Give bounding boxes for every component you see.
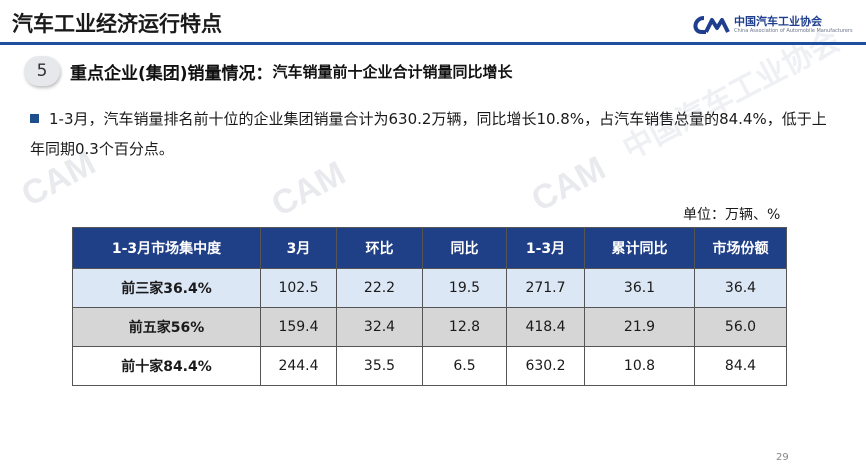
table-cell: 630.2 — [506, 346, 585, 386]
table-cell: 102.5 — [260, 268, 337, 308]
caam-logo: 中国汽车工业协会 China Association of Automobile… — [690, 14, 853, 36]
table-cell: 10.8 — [584, 346, 695, 386]
title-divider — [0, 42, 866, 45]
table-row: 前五家56% 159.4 32.4 12.8 418.4 21.9 56.0 — [72, 307, 787, 347]
header-march: 3月 — [260, 227, 337, 269]
table-header-row: 1-3月市场集中度 3月 环比 同比 1-3月 累计同比 市场份额 — [72, 227, 787, 269]
page-number: 29 — [776, 452, 789, 463]
table-row: 前十家84.4% 244.4 35.5 6.5 630.2 10.8 84.4 — [72, 346, 787, 386]
watermark-logo: CAM — [265, 154, 352, 225]
table-cell: 56.0 — [694, 307, 787, 347]
table-cell: 前三家36.4% — [72, 268, 261, 308]
section-subtitle: 汽车销量前十企业合计销量同比增长 — [272, 62, 513, 81]
bullet-square-icon — [30, 114, 39, 123]
page-title: 汽车工业经济运行特点 — [12, 12, 222, 36]
header-jan-mar: 1-3月 — [506, 227, 585, 269]
bullet-text: 1-3月，汽车销量排名前十位的企业集团销量合计为630.2万辆，同比增长10.8… — [30, 110, 827, 158]
table-cell: 22.2 — [336, 268, 423, 308]
table-cell: 36.4 — [694, 268, 787, 308]
header-yoy: 同比 — [422, 227, 507, 269]
section-heading: 5 重点企业(集团)销量情况： 汽车销量前十企业合计销量同比增长 — [24, 56, 513, 86]
section-number-badge: 5 — [24, 56, 60, 86]
table-cell: 271.7 — [506, 268, 585, 308]
table-cell: 418.4 — [506, 307, 585, 347]
header-market-share: 市场份额 — [694, 227, 787, 269]
header-concentration: 1-3月市场集中度 — [72, 227, 261, 269]
unit-label: 单位：万辆、% — [683, 207, 781, 223]
market-concentration-table: 1-3月市场集中度 3月 环比 同比 1-3月 累计同比 市场份额 前三家36.… — [72, 227, 787, 386]
table-cell: 35.5 — [336, 346, 423, 386]
table-cell: 84.4 — [694, 346, 787, 386]
table-cell: 前五家56% — [72, 307, 261, 347]
table-cell: 前十家84.4% — [72, 346, 261, 386]
table-cell: 159.4 — [260, 307, 337, 347]
caam-logo-icon — [693, 16, 730, 34]
table-cell: 36.1 — [584, 268, 695, 308]
table-cell: 244.4 — [260, 346, 337, 386]
table-cell: 21.9 — [584, 307, 695, 347]
table-cell: 6.5 — [422, 346, 507, 386]
title-bar: 汽车工业经济运行特点 中国汽车工业协会 China Association of… — [0, 0, 866, 42]
section-title: 重点企业(集团)销量情况： — [70, 63, 273, 84]
table-cell: 12.8 — [422, 307, 507, 347]
table-cell: 19.5 — [422, 268, 507, 308]
table-row: 前三家36.4% 102.5 22.2 19.5 271.7 36.1 36.4 — [72, 268, 787, 308]
logo-name-cn: 中国汽车工业协会 — [734, 14, 822, 28]
table-cell: 32.4 — [336, 307, 423, 347]
header-mom: 环比 — [336, 227, 423, 269]
logo-text: 中国汽车工业协会 China Association of Automobile… — [734, 14, 853, 35]
logo-name-en: China Association of Automobile Manufact… — [734, 27, 853, 34]
bullet-paragraph: 1-3月，汽车销量排名前十位的企业集团销量合计为630.2万辆，同比增长10.8… — [30, 104, 840, 164]
header-cumulative-yoy: 累计同比 — [584, 227, 695, 269]
